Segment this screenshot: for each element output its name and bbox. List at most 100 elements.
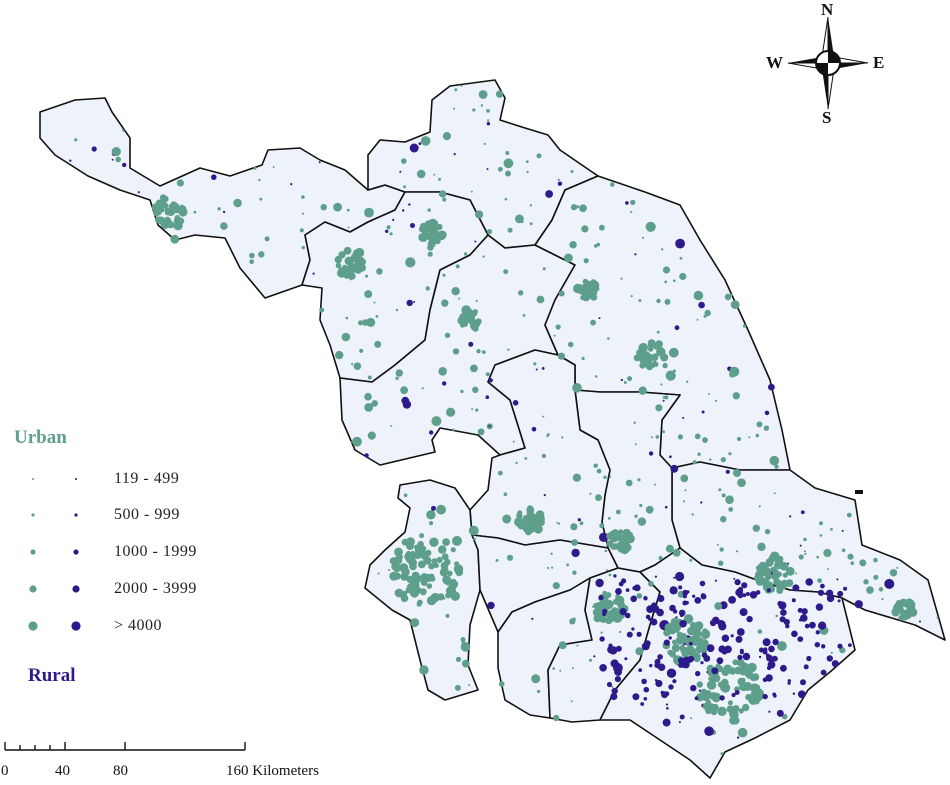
rural-point [487, 601, 495, 610]
urban-point [561, 436, 564, 439]
urban-point [732, 392, 740, 400]
urban-point [473, 537, 476, 541]
urban-point [709, 692, 718, 701]
urban-point [447, 586, 454, 593]
urban-point [596, 242, 601, 247]
urban-point [902, 609, 912, 620]
urban-point [756, 564, 766, 574]
urban-point [394, 588, 404, 598]
rural-point [767, 660, 776, 669]
rural-point [290, 183, 293, 186]
urban-point [427, 235, 433, 241]
legend-class-4: 2000 - 3999 [114, 580, 197, 597]
legend-symbol-urban-5 [28, 621, 38, 631]
urban-point [614, 532, 620, 538]
urban-point [217, 207, 221, 211]
urban-point [873, 557, 878, 563]
urban-point [431, 558, 438, 564]
rural-point [399, 170, 402, 173]
rural-point [841, 529, 844, 532]
urban-point [766, 558, 771, 564]
urban-point [542, 267, 546, 271]
urban-point [557, 178, 560, 181]
urban-point [704, 309, 711, 317]
urban-point [610, 182, 615, 187]
rural-point [745, 592, 750, 596]
urban-point [720, 752, 724, 756]
urban-point [476, 349, 481, 354]
legend-symbol-rural-5 [71, 621, 81, 631]
urban-point [756, 421, 763, 428]
urban-point [758, 505, 761, 508]
rural-point [668, 636, 672, 640]
urban-point [446, 407, 456, 417]
urban-point [700, 647, 708, 654]
urban-point [671, 643, 681, 653]
rural-point [716, 657, 724, 665]
urban-point [660, 383, 663, 386]
urban-point [438, 177, 441, 181]
urban-point [582, 278, 589, 285]
urban-point [817, 578, 822, 583]
urban-point [486, 229, 493, 235]
urban-point [739, 666, 748, 676]
urban-point [702, 437, 708, 443]
urban-point [575, 205, 580, 209]
rural-point [619, 608, 627, 616]
urban-point [823, 548, 832, 558]
urban-point [521, 220, 524, 224]
urban-point [572, 473, 582, 482]
rural-point [848, 643, 852, 647]
rural-point [634, 253, 637, 256]
urban-point [728, 452, 732, 456]
rural-point [610, 659, 619, 668]
urban-point [463, 252, 468, 256]
urban-point [420, 224, 426, 230]
rural-point [595, 578, 604, 588]
urban-point [351, 441, 353, 443]
rural-point [409, 143, 419, 153]
rural-point [645, 614, 651, 620]
urban-point [672, 549, 681, 557]
rural-point [606, 681, 613, 688]
urban-point [427, 251, 433, 257]
rural-point [654, 658, 661, 665]
urban-point [705, 707, 713, 715]
urban-point [633, 421, 636, 424]
rural-point [776, 709, 784, 717]
rural-point [641, 678, 647, 685]
urban-point [593, 463, 598, 468]
rural-point [836, 578, 839, 581]
rural-point [679, 620, 687, 628]
urban-point [654, 483, 657, 486]
rural-point [611, 687, 618, 695]
rural-point [402, 209, 405, 212]
urban-point [672, 369, 676, 373]
rural-point [792, 692, 796, 695]
rural-point [655, 679, 663, 688]
urban-point [453, 291, 457, 295]
urban-point [301, 212, 304, 215]
rural-point [817, 589, 825, 596]
rural-point [762, 693, 768, 700]
urban-point [609, 475, 612, 478]
urban-point [452, 348, 460, 355]
legend-symbol-urban-4 [29, 585, 37, 593]
urban-point [673, 279, 676, 283]
urban-point [455, 656, 462, 663]
urban-point [599, 523, 605, 529]
rural-point [664, 505, 668, 509]
rural-point [783, 618, 790, 626]
urban-point [671, 619, 677, 625]
urban-point [428, 244, 434, 250]
urban-point [662, 396, 666, 399]
rural-point [625, 201, 629, 205]
rural-point [643, 596, 648, 601]
legend-symbol-urban-3 [30, 549, 36, 555]
urban-point [606, 532, 614, 540]
urban-point [550, 552, 553, 555]
rural-point [624, 657, 628, 661]
urban-point [656, 298, 661, 304]
urban-point [737, 677, 745, 686]
urban-point [417, 540, 424, 548]
